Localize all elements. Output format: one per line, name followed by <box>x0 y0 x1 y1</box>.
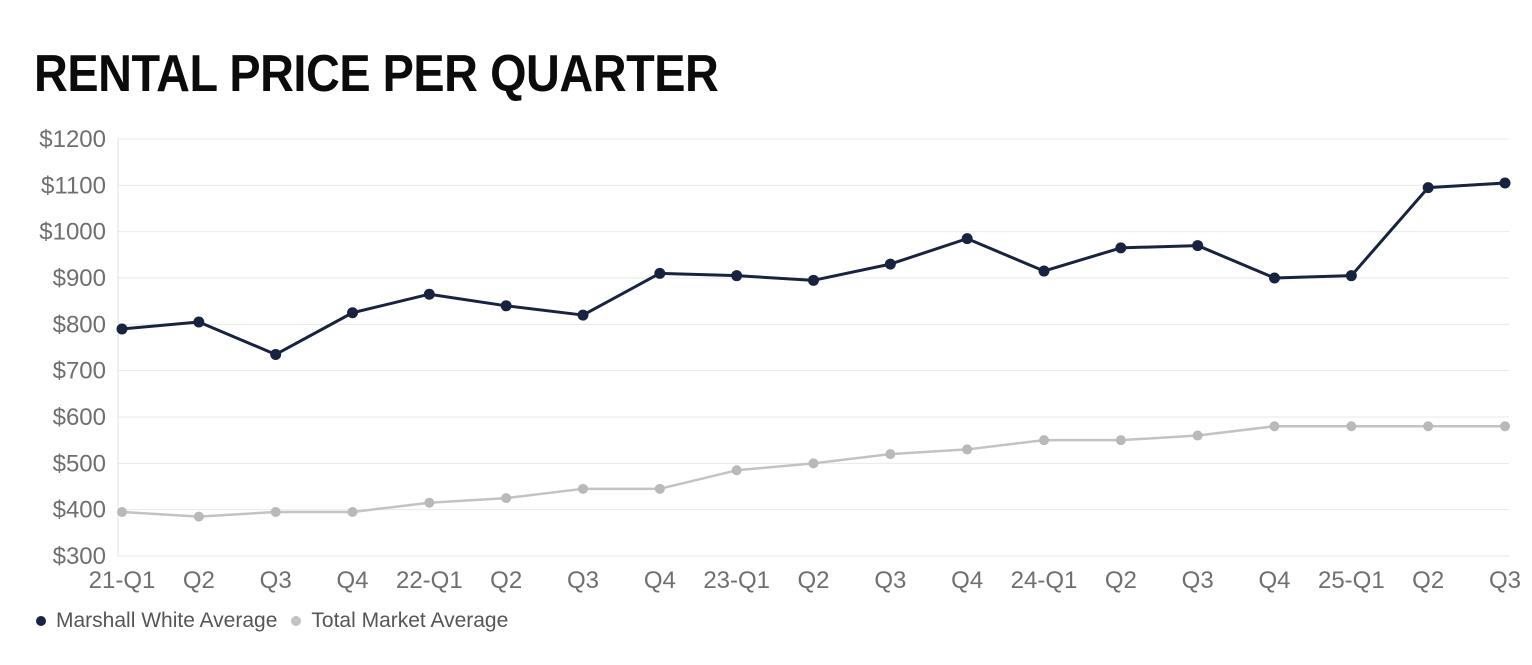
chart-legend: Marshall White Average Total Market Aver… <box>36 609 508 633</box>
data-point-total-market-average <box>1346 421 1357 432</box>
data-point-total-market-average <box>1192 430 1203 441</box>
data-point-marshall-white-average <box>808 274 819 286</box>
legend-item-total-market-average[interactable]: Total Market Average <box>291 609 508 633</box>
data-point-marshall-white-average <box>577 309 589 321</box>
data-point-total-market-average <box>1423 421 1434 432</box>
data-point-total-market-average <box>654 483 665 494</box>
legend-marker-marshall-white-icon <box>36 616 46 626</box>
x-axis-tick-label: 21-Q1 <box>89 567 156 594</box>
data-point-marshall-white-average <box>116 323 128 335</box>
data-point-marshall-white-average <box>1345 270 1357 282</box>
data-point-total-market-average <box>1500 421 1510 432</box>
data-point-marshall-white-average <box>1269 272 1280 284</box>
data-point-marshall-white-average <box>1192 240 1204 252</box>
x-axis-tick-label: 25-Q1 <box>1318 567 1385 594</box>
data-point-marshall-white-average <box>731 270 743 282</box>
y-axis-tick-label: $800 <box>53 311 106 338</box>
x-axis-tick-label: 24-Q1 <box>1011 567 1078 594</box>
x-axis-tick-label: Q3 <box>874 567 906 594</box>
data-point-total-market-average <box>193 511 204 522</box>
x-axis-tick-label: Q2 <box>183 567 215 594</box>
data-point-marshall-white-average <box>347 307 358 319</box>
x-axis-tick-label: Q4 <box>951 567 983 594</box>
data-point-total-market-average <box>347 506 358 517</box>
legend-marker-total-market-icon <box>291 616 302 626</box>
y-axis-tick-label: $600 <box>53 404 106 431</box>
x-axis-tick-label: 23-Q1 <box>703 567 770 594</box>
x-axis-tick-label: Q4 <box>1258 567 1290 594</box>
data-point-marshall-white-average <box>1115 242 1127 254</box>
data-point-marshall-white-average <box>961 233 973 245</box>
data-point-total-market-average <box>501 493 512 504</box>
x-axis-tick-label: Q2 <box>797 567 829 594</box>
data-point-marshall-white-average <box>423 288 435 300</box>
data-point-total-market-average <box>885 449 896 460</box>
data-point-total-market-average <box>808 458 819 469</box>
data-point-total-market-average <box>731 465 742 476</box>
data-point-total-market-average <box>424 497 435 508</box>
y-axis-tick-label: $700 <box>53 358 106 385</box>
x-axis-tick-label: Q4 <box>336 567 368 594</box>
data-point-marshall-white-average <box>500 300 512 312</box>
data-point-total-market-average <box>578 483 588 494</box>
data-point-marshall-white-average <box>654 267 666 279</box>
data-point-marshall-white-average <box>884 258 896 270</box>
series-line-total-market-average <box>121 425 1505 518</box>
y-axis-tick-label: $1200 <box>39 126 106 153</box>
data-point-total-market-average <box>1115 435 1126 446</box>
data-point-marshall-white-average <box>1038 265 1050 277</box>
data-point-marshall-white-average <box>270 348 282 360</box>
y-axis-tick-label: $500 <box>53 450 106 477</box>
data-point-marshall-white-average <box>1422 182 1434 194</box>
x-axis-tick-label: Q3 <box>567 567 599 594</box>
data-point-total-market-average <box>1039 435 1049 446</box>
x-axis-tick-label: Q3 <box>260 567 292 594</box>
x-axis-tick-label: Q2 <box>1412 567 1444 594</box>
x-axis-tick-label: Q2 <box>490 567 522 594</box>
x-axis-tick-label: Q3 <box>1489 567 1521 594</box>
data-point-marshall-white-average <box>1499 177 1511 189</box>
y-axis-tick-label: $400 <box>53 497 106 524</box>
legend-label-total-market-average: Total Market Average <box>311 609 509 632</box>
data-point-marshall-white-average <box>193 316 205 328</box>
x-axis-tick-label: 22-Q1 <box>396 567 463 594</box>
x-axis-tick-label: Q4 <box>644 567 676 594</box>
x-axis-tick-label: Q3 <box>1182 567 1214 594</box>
data-point-total-market-average <box>1269 421 1280 432</box>
y-axis-tick-label: $1100 <box>41 172 106 199</box>
data-point-total-market-average <box>962 444 973 455</box>
legend-label-marshall-white-average: Marshall White Average <box>56 609 278 632</box>
x-axis-tick-label: Q2 <box>1105 567 1137 594</box>
chart-title: RENTAL PRICE PER QUARTER <box>34 45 719 103</box>
data-point-total-market-average <box>270 506 281 517</box>
legend-item-marshall-white-average[interactable]: Marshall White Average <box>36 609 277 633</box>
y-axis-tick-label: $900 <box>53 265 106 292</box>
data-point-total-market-average <box>117 506 127 517</box>
y-axis-tick-label: $1000 <box>39 219 106 246</box>
series-line-marshall-white-average <box>121 181 1506 356</box>
y-axis-tick-label: $300 <box>53 543 106 570</box>
